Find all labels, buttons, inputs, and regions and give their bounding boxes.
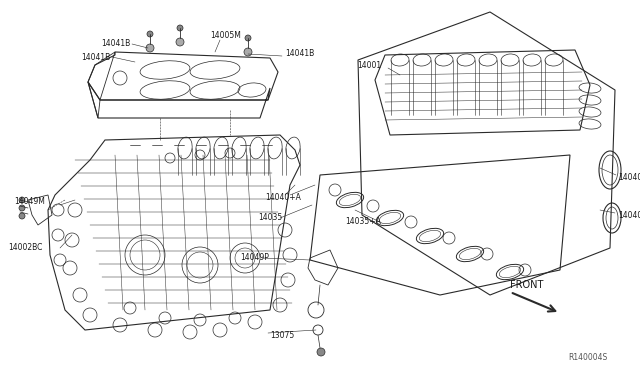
Text: 14002BC: 14002BC [8,244,42,253]
Circle shape [146,44,154,52]
Text: 14041B: 14041B [100,39,130,48]
Text: R140004S: R140004S [568,353,607,362]
Circle shape [147,31,153,37]
Text: 14035: 14035 [258,214,282,222]
Text: 14041B: 14041B [81,54,110,62]
Circle shape [177,25,183,31]
Text: 14005M: 14005M [210,31,241,39]
Text: 14040: 14040 [618,211,640,219]
Circle shape [317,348,325,356]
Circle shape [245,35,251,41]
Text: 13075: 13075 [270,330,294,340]
Circle shape [19,197,25,203]
Text: FRONT: FRONT [510,280,543,290]
Text: 14040+A: 14040+A [265,193,301,202]
Circle shape [244,48,252,56]
Text: 14049M: 14049M [14,198,45,206]
Circle shape [19,213,25,219]
Text: 14041B: 14041B [285,49,314,58]
Circle shape [176,38,184,46]
Circle shape [19,205,25,211]
Text: 14049P: 14049P [240,253,269,263]
Text: 14001: 14001 [357,61,381,70]
Text: 14040E: 14040E [618,173,640,183]
Text: 14035+A: 14035+A [345,218,381,227]
